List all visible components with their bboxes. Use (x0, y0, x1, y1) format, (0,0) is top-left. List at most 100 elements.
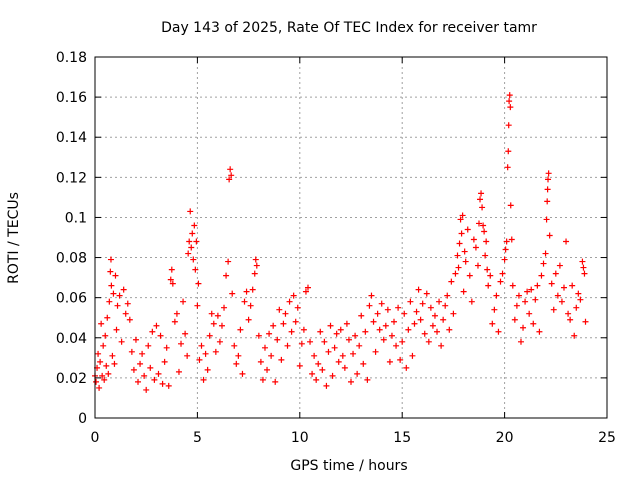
data-point (111, 360, 118, 367)
data-point (114, 302, 121, 309)
data-point (130, 366, 137, 373)
data-point (477, 196, 484, 203)
data-point (528, 286, 535, 293)
data-point (384, 306, 391, 313)
data-point (399, 338, 406, 345)
data-point (118, 338, 125, 345)
data-point (478, 190, 485, 197)
data-point (507, 202, 514, 209)
data-point (544, 198, 551, 205)
data-point (304, 284, 311, 291)
data-point (569, 282, 576, 289)
x-tick-label: 20 (496, 430, 514, 446)
data-point (472, 244, 479, 251)
data-point (184, 352, 191, 359)
data-point (252, 256, 259, 263)
data-point (567, 316, 574, 323)
data-point (147, 364, 154, 371)
data-point (182, 330, 189, 337)
data-point (506, 98, 513, 105)
data-point (524, 288, 531, 295)
data-point (225, 258, 232, 265)
data-point (193, 238, 200, 245)
data-point (520, 324, 527, 331)
data-point (178, 340, 185, 347)
data-point (126, 316, 133, 323)
data-point (362, 328, 369, 335)
data-point (208, 310, 215, 317)
data-point (364, 376, 371, 383)
data-point (228, 172, 235, 179)
data-point (286, 298, 293, 305)
data-point (556, 262, 563, 269)
data-point (247, 302, 254, 309)
data-point (255, 332, 262, 339)
data-point (582, 318, 589, 325)
data-point (376, 326, 383, 333)
data-point (378, 300, 385, 307)
data-point (270, 322, 277, 329)
data-point (257, 358, 264, 365)
data-point (581, 270, 588, 277)
data-point (323, 382, 330, 389)
y-tick-label: 0.02 (56, 371, 87, 387)
data-point (103, 362, 110, 369)
data-point (189, 230, 196, 237)
data-point (504, 164, 511, 171)
data-point (319, 366, 326, 373)
data-point (313, 376, 320, 383)
data-point (421, 330, 428, 337)
data-point (251, 270, 258, 277)
data-point (112, 272, 119, 279)
data-point (450, 310, 457, 317)
data-point (296, 362, 303, 369)
data-point (565, 310, 572, 317)
data-point (506, 92, 513, 99)
data-point (482, 252, 489, 259)
data-point (188, 244, 195, 251)
data-point (98, 320, 105, 327)
data-point (548, 280, 555, 287)
data-point (413, 308, 420, 315)
data-point (116, 292, 123, 299)
data-point (231, 342, 238, 349)
data-point (135, 378, 142, 385)
data-point (108, 282, 115, 289)
data-point (352, 332, 359, 339)
data-point (139, 350, 146, 357)
data-point (517, 338, 524, 345)
data-point (438, 342, 445, 349)
data-point (249, 286, 256, 293)
chart-title: Day 143 of 2025, Rate Of TEC Index for r… (161, 20, 537, 36)
data-point (366, 302, 373, 309)
data-point (515, 292, 522, 299)
data-point (511, 316, 518, 323)
data-point (214, 312, 221, 319)
data-point (462, 258, 469, 265)
x-axis-title: GPS time / hours (290, 458, 407, 474)
y-tick-label: 0.04 (56, 331, 87, 347)
x-tick-label: 5 (193, 430, 202, 446)
data-point (532, 296, 539, 303)
data-point (388, 332, 395, 339)
data-point (419, 300, 426, 307)
data-point (434, 328, 441, 335)
data-point (161, 358, 168, 365)
x-tick-label: 25 (598, 430, 616, 446)
data-point (191, 222, 198, 229)
data-point (104, 314, 111, 321)
data-point (200, 376, 207, 383)
data-point (545, 170, 552, 177)
data-point (307, 338, 314, 345)
data-point (497, 278, 504, 285)
y-tick-label: 0.16 (56, 90, 87, 106)
y-tick-label: 0.08 (56, 251, 87, 267)
data-point (466, 272, 473, 279)
data-point (341, 364, 348, 371)
data-point (554, 292, 561, 299)
data-point (229, 290, 236, 297)
data-point (545, 176, 552, 183)
data-point (309, 370, 316, 377)
x-axis-ticks: 0 5 10 15 20 25 (91, 57, 616, 446)
data-point (393, 342, 400, 349)
